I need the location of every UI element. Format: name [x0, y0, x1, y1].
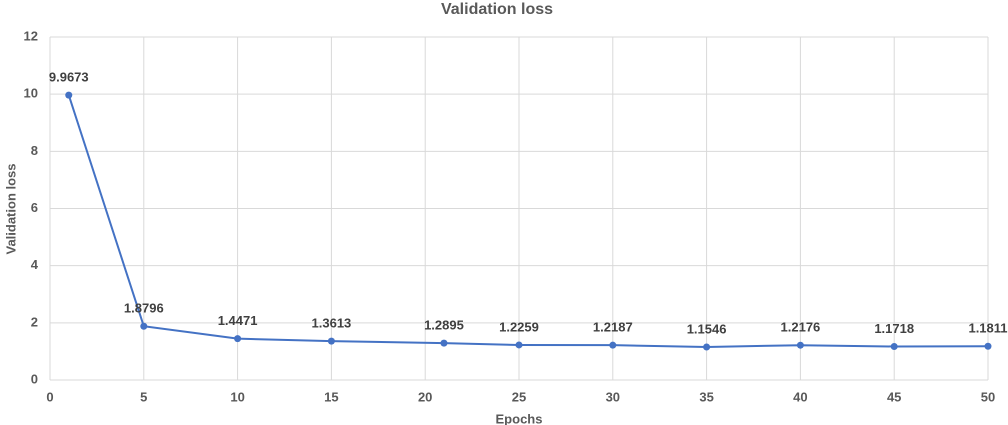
- y-tick-label: 10: [24, 86, 38, 101]
- x-tick-label: 35: [699, 389, 713, 404]
- y-tick-label: 4: [31, 257, 39, 272]
- x-tick-label: 10: [230, 389, 244, 404]
- x-tick-label: 30: [606, 389, 620, 404]
- marker: [234, 335, 242, 343]
- x-tick-label: 5: [140, 389, 147, 404]
- data-label: 1.3613: [312, 316, 352, 331]
- y-tick-label: 0: [31, 371, 38, 386]
- data-label: 1.1546: [687, 321, 727, 336]
- data-label: 1.2187: [593, 320, 633, 335]
- x-axis-title: Epochs: [496, 411, 543, 425]
- data-label: 1.8796: [124, 301, 164, 316]
- x-tick-label: 40: [793, 389, 807, 404]
- y-tick-label: 8: [31, 143, 38, 158]
- data-label: 1.1811: [968, 321, 1007, 336]
- y-axis-title: Validation loss: [3, 163, 18, 254]
- marker: [890, 343, 898, 351]
- x-tick-label: 20: [418, 389, 432, 404]
- marker: [440, 339, 448, 347]
- data-label: 1.2895: [424, 318, 464, 333]
- chart-title: Validation loss: [441, 1, 553, 18]
- y-tick-label: 2: [31, 314, 38, 329]
- y-tick-label: 12: [24, 28, 38, 43]
- data-label: 9.9673: [49, 70, 89, 85]
- x-tick-label: 15: [324, 389, 338, 404]
- marker: [609, 341, 617, 349]
- marker: [65, 91, 73, 99]
- x-tick-label: 50: [981, 389, 995, 404]
- y-tick-label: 6: [31, 200, 38, 215]
- marker: [515, 341, 523, 349]
- data-label: 1.2176: [781, 320, 821, 335]
- x-tick-label: 45: [887, 389, 901, 404]
- marker: [796, 341, 804, 349]
- x-tick-label: 25: [512, 389, 526, 404]
- data-label: 1.2259: [499, 319, 539, 334]
- marker: [327, 337, 335, 345]
- data-label: 1.1718: [874, 321, 914, 336]
- line: [67, 94, 989, 348]
- marker: [140, 322, 148, 330]
- x-tick-label: 0: [46, 389, 53, 404]
- data-label: 1.4471: [218, 313, 258, 328]
- marker: [703, 343, 711, 351]
- marker: [984, 342, 992, 350]
